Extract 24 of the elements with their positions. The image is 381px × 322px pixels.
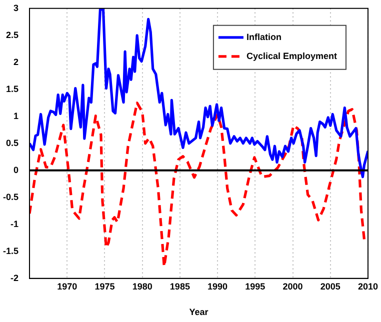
y-tick-label: 0 [13,164,19,175]
y-tick-label: 1.5 [6,84,19,94]
x-tick-label: 1995 [245,281,266,292]
x-tick-label: 1990 [208,281,228,292]
x-axis-title: Year [189,307,209,318]
x-tick-label: 1970 [57,281,78,292]
y-tick-label: -1.5 [2,246,19,256]
y-tick-label: 1 [13,110,19,121]
y-tick-label: 2 [13,56,19,67]
line-series [30,102,368,268]
x-tick-label: 2000 [282,281,303,292]
x-tick-label: 1980 [132,281,152,292]
y-tick-label: 3 [13,2,19,13]
y-tick-label: 2.5 [6,30,19,40]
x-tick-label: 1975 [94,281,115,292]
y-tick-label: 0.5 [6,138,19,148]
x-tick-label: 2010 [358,281,378,292]
legend-label: Cyclical Employment [246,50,338,61]
x-tick-label: 1985 [170,281,190,292]
y-tick-label: -1 [10,218,19,229]
legend-label: Inflation [246,32,282,42]
x-tick-label: 2005 [320,281,340,292]
y-tick-label: -2 [10,272,19,283]
y-tick-label: -0.5 [2,192,19,202]
